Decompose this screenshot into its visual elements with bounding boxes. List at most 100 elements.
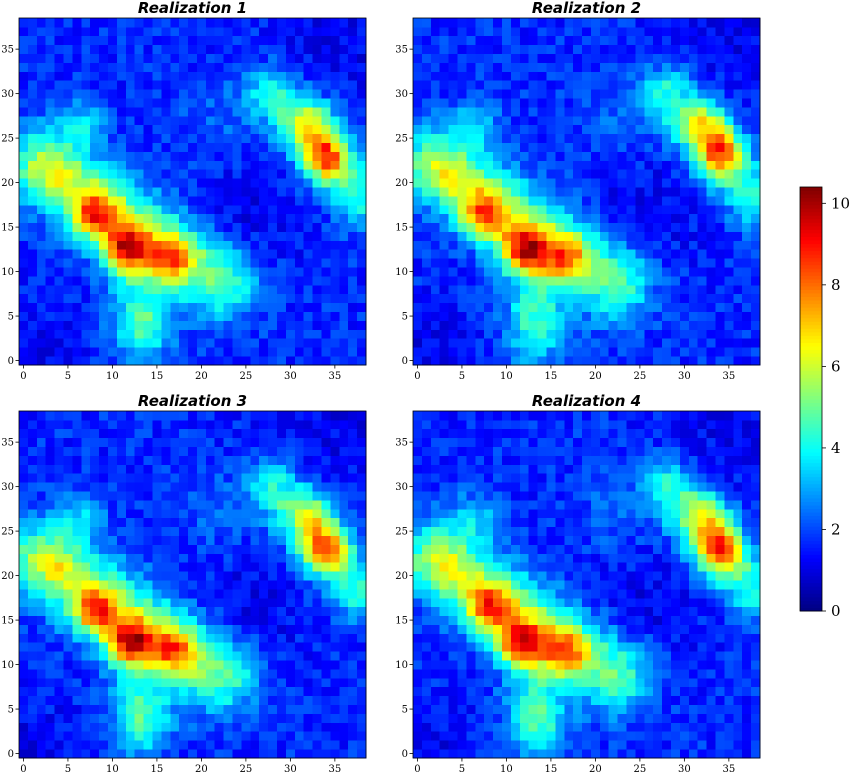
heatmap-cell [493, 686, 503, 697]
heatmap-cell [99, 580, 109, 590]
heatmap-cell [81, 677, 91, 688]
heatmap-cell [250, 142, 260, 152]
heatmap-cell [36, 491, 47, 501]
heatmap-cell [662, 62, 672, 72]
heatmap-cell [196, 249, 207, 259]
heatmap-cell [546, 195, 556, 206]
heatmap-cell [357, 249, 367, 259]
heatmap-cell [448, 329, 458, 339]
heatmap-cell [259, 18, 269, 28]
heatmap-cell [608, 284, 619, 295]
heatmap-cell [608, 356, 619, 366]
heatmap-cell [63, 722, 73, 732]
heatmap-cell [170, 633, 180, 643]
heatmap-cell [285, 98, 296, 108]
heatmap-cell [19, 204, 29, 215]
heatmap-cell [348, 642, 358, 652]
heatmap-cell [205, 204, 216, 215]
heatmap-cell [179, 187, 189, 197]
heatmap-cell [653, 320, 663, 330]
heatmap-cell [116, 276, 127, 286]
heatmap-cell [107, 151, 118, 161]
heatmap-cell [27, 695, 38, 706]
heatmap-cell [250, 660, 260, 670]
heatmap-cell [107, 749, 118, 759]
heatmap-cell [241, 18, 251, 28]
heatmap-cell [330, 669, 340, 679]
heatmap-cell [312, 44, 322, 54]
heatmap-cell [232, 240, 242, 250]
heatmap-cell [27, 178, 38, 188]
heatmap-cell [466, 213, 476, 224]
heatmap-cell [321, 133, 331, 143]
heatmap-cell [608, 71, 619, 81]
heatmap-cell [519, 151, 530, 161]
heatmap-cell [285, 329, 296, 339]
heatmap-cell [751, 26, 761, 37]
heatmap-cell [294, 499, 305, 510]
heatmap-cell [312, 615, 322, 625]
heatmap-cell [27, 588, 38, 599]
heatmap-cell [116, 597, 127, 608]
heatmap-cell [81, 615, 91, 625]
heatmap-cell [277, 44, 287, 54]
heatmap-cell [751, 98, 761, 108]
heatmap-cell [72, 455, 82, 465]
heatmap-cell [170, 169, 180, 179]
heatmap-cell [348, 151, 358, 161]
heatmap-cell [223, 160, 233, 170]
heatmap-cell [475, 249, 485, 259]
heatmap-cell [107, 338, 118, 348]
heatmap-cell [330, 588, 340, 599]
heatmap-cell [27, 18, 38, 28]
heatmap-cell [457, 213, 467, 224]
heatmap-cell [537, 311, 547, 321]
heatmap-cell [590, 686, 601, 697]
heatmap-cell [501, 187, 512, 197]
heatmap-cell [27, 356, 38, 366]
heatmap-cell [599, 704, 610, 714]
heatmap-cell [72, 26, 82, 37]
heatmap-cell [706, 35, 716, 46]
heatmap-cell [36, 62, 47, 72]
heatmap-cell [644, 44, 654, 54]
y-tick-label: 30 [1, 89, 14, 100]
heatmap-cell [99, 553, 109, 563]
heatmap-cell [116, 446, 127, 456]
heatmap-cell [303, 169, 314, 179]
heatmap-cell [457, 731, 467, 741]
heatmap-cell [19, 115, 29, 126]
heatmap-cell [555, 89, 565, 99]
heatmap-cell [466, 222, 476, 232]
heatmap-cell [430, 347, 441, 357]
heatmap-cell [653, 142, 663, 152]
heatmap-cell [413, 293, 423, 304]
heatmap-cell [448, 749, 458, 759]
heatmap-cell [188, 187, 198, 197]
heatmap-cell [330, 508, 340, 519]
heatmap-cell [564, 213, 574, 224]
heatmap-cell [555, 713, 565, 723]
heatmap-cell [599, 35, 610, 46]
heatmap-cell [81, 695, 91, 706]
heatmap-cell [214, 98, 225, 108]
heatmap-cell [170, 704, 180, 714]
heatmap-cell [493, 722, 503, 732]
heatmap-cell [54, 499, 64, 510]
heatmap-cell [733, 704, 743, 714]
heatmap-cell [582, 115, 592, 126]
heatmap-cell [250, 80, 260, 90]
heatmap-cell [617, 284, 627, 295]
heatmap-cell [107, 98, 118, 108]
heatmap-cell [223, 195, 233, 206]
heatmap-cell [232, 160, 242, 170]
heatmap-cell [688, 178, 699, 188]
heatmap-cell [339, 35, 349, 46]
heatmap-cell [241, 535, 251, 545]
y-tick-label: 0 [8, 356, 14, 367]
heatmap-cell [90, 713, 100, 723]
heatmap-cell [36, 517, 47, 528]
heatmap-cell [510, 249, 521, 259]
heatmap-cell [312, 749, 322, 759]
heatmap-cell [285, 651, 296, 661]
